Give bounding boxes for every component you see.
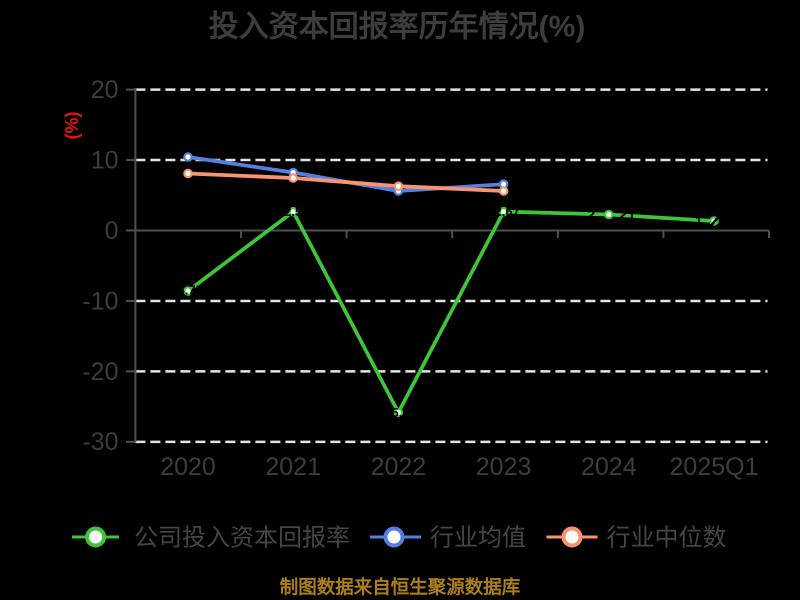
svg-text:10: 10 bbox=[91, 147, 119, 175]
svg-text:公司投入资本回报率: 公司投入资本回报率 bbox=[134, 525, 350, 552]
svg-text:2020: 2020 bbox=[160, 453, 216, 481]
svg-text:行业均值: 行业均值 bbox=[430, 525, 526, 552]
svg-text:-20: -20 bbox=[82, 358, 118, 386]
svg-text:2022: 2022 bbox=[371, 453, 427, 481]
svg-text:2025Q1: 2025Q1 bbox=[670, 453, 759, 481]
svg-text:投入资本回报率历年情况(%): 投入资本回报率历年情况(%) bbox=[209, 11, 586, 44]
svg-text:制图数据来自恒生聚源数据库: 制图数据来自恒生聚源数据库 bbox=[280, 577, 521, 598]
svg-text:2021: 2021 bbox=[265, 453, 321, 481]
svg-text:2.67: 2.67 bbox=[495, 204, 520, 219]
svg-text:0: 0 bbox=[105, 217, 119, 245]
svg-text:-10: -10 bbox=[82, 288, 118, 316]
svg-text:(%): (%) bbox=[62, 112, 82, 140]
svg-text:2023: 2023 bbox=[476, 453, 532, 481]
svg-text:-25.84: -25.84 bbox=[380, 405, 418, 420]
svg-text:1.: 1. bbox=[695, 214, 706, 229]
svg-text:2024: 2024 bbox=[581, 453, 637, 481]
svg-text:2.: 2. bbox=[587, 207, 600, 224]
svg-text:-30: -30 bbox=[82, 428, 118, 456]
svg-text:21: 21 bbox=[619, 207, 636, 224]
svg-text:-8.75: -8.75 bbox=[173, 283, 203, 298]
svg-text:行业中位数: 行业中位数 bbox=[607, 525, 727, 552]
svg-text:2.59: 2.59 bbox=[284, 204, 309, 219]
svg-text:20: 20 bbox=[91, 76, 119, 104]
